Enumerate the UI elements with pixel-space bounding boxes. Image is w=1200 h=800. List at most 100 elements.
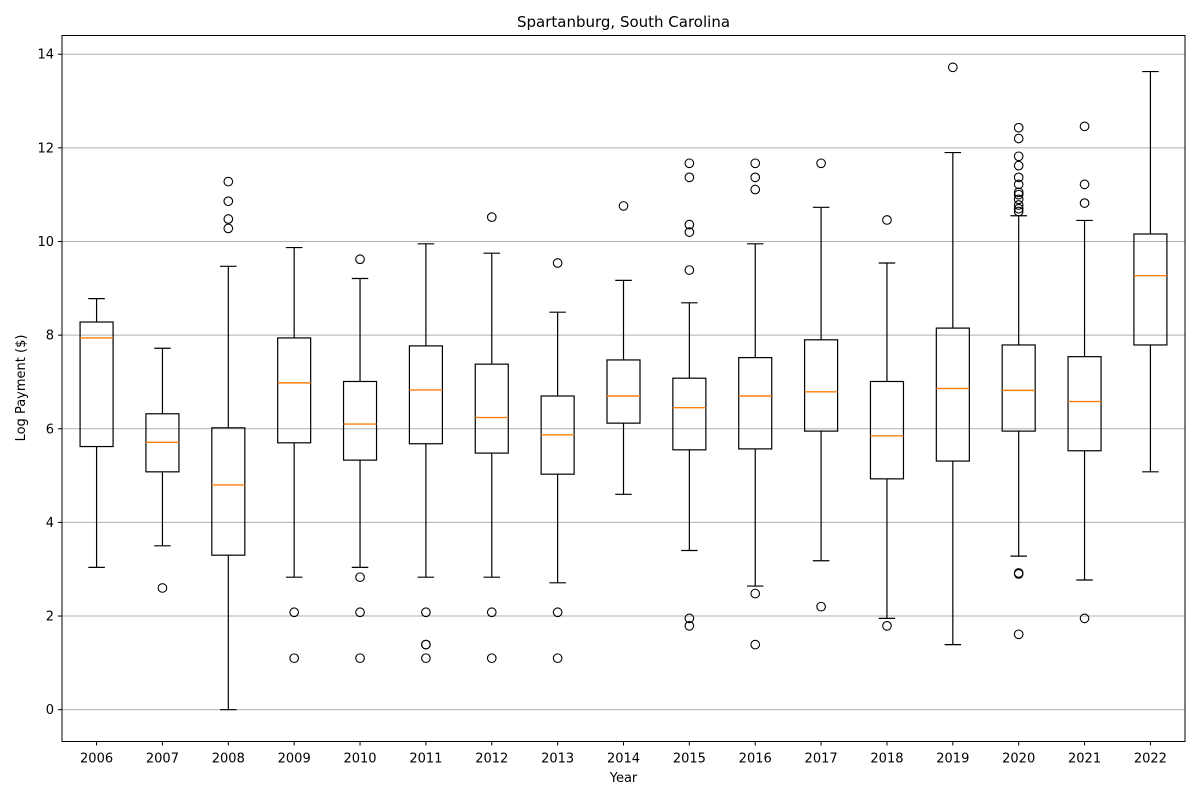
- flier-2012-2: [486, 653, 497, 664]
- box-2016: [738, 158, 773, 650]
- flier-2010-1: [355, 572, 365, 583]
- flier-2020-5: [1013, 187, 1024, 198]
- box-2007: [145, 347, 180, 593]
- flier-2020-8: [1013, 160, 1024, 171]
- flier-2009-0: [289, 607, 300, 618]
- flier-2015-3: [684, 172, 695, 183]
- box-2011: [408, 243, 444, 664]
- box-body-2022: [1133, 233, 1168, 346]
- flier-2020-10: [1013, 133, 1024, 144]
- x-tick-label-2008: 2008: [212, 752, 245, 767]
- x-tick-label-2020: 2020: [1002, 752, 1035, 767]
- plot-frame: [61, 35, 1186, 742]
- y-tick-label-8: 8: [46, 329, 54, 344]
- x-tick-label-2015: 2015: [673, 752, 706, 767]
- flier-2017-1: [816, 601, 826, 612]
- box-body-2012: [474, 363, 509, 454]
- y-axis: 0 2 4 6 8 10 12 14: [37, 48, 62, 718]
- flier-2021-2: [1079, 121, 1090, 132]
- box-2012: [474, 212, 509, 664]
- x-tick-label-2019: 2019: [936, 752, 969, 767]
- flier-2010-0: [355, 254, 365, 265]
- x-tick-label-2014: 2014: [607, 752, 640, 767]
- box-2008: [211, 176, 246, 711]
- flier-2012-0: [486, 212, 497, 222]
- box-body-2015: [672, 377, 707, 451]
- x-tick-label-2011: 2011: [409, 752, 442, 767]
- flier-2013-2: [552, 653, 563, 664]
- box-body-2014: [606, 359, 641, 424]
- flier-2011-3: [421, 653, 431, 664]
- flier-2008-2: [223, 196, 234, 207]
- flier-2015-2: [684, 219, 695, 230]
- flier-2015-4: [684, 158, 695, 169]
- flier-2008-0: [223, 223, 234, 234]
- box-body-2019: [935, 327, 970, 462]
- y-tick-label-10: 10: [37, 235, 54, 250]
- flier-2013-0: [552, 258, 563, 268]
- x-tick-label-2017: 2017: [805, 752, 838, 767]
- x-tick-label-2016: 2016: [739, 752, 772, 767]
- flier-2015-0: [684, 265, 695, 275]
- flier-2016-1: [750, 172, 761, 183]
- x-tick-label-2018: 2018: [870, 752, 903, 767]
- box-2022: [1133, 70, 1168, 473]
- x-axis: 2006 2007 2008 2009 2010 2011 2012 2013 2014 2015…: [80, 741, 1167, 767]
- box-body-2011: [408, 345, 444, 445]
- x-tick-label-2009: 2009: [278, 752, 311, 767]
- flier-2014-0: [618, 201, 629, 211]
- flier-2020-7: [1013, 172, 1024, 183]
- box-body-2020: [1001, 344, 1036, 432]
- flier-2007-0: [157, 583, 168, 593]
- flier-2008-3: [223, 176, 234, 187]
- flier-2020-0: [1013, 206, 1024, 217]
- flier-2021-1: [1079, 179, 1090, 190]
- flier-2020-1: [1013, 203, 1024, 214]
- flier-2011-0: [421, 607, 431, 618]
- box-2015: [672, 158, 707, 631]
- x-tick-label-2013: 2013: [541, 752, 574, 767]
- flier-2012-1: [486, 607, 497, 618]
- flier-2015-1: [684, 227, 695, 237]
- x-tick-label-2010: 2010: [343, 752, 376, 767]
- flier-2021-3: [1079, 613, 1090, 624]
- flier-2011-2: [421, 639, 431, 650]
- box-2013: [540, 258, 575, 664]
- flier-2015-5: [684, 613, 695, 624]
- flier-2020-3: [1013, 194, 1024, 205]
- box-body-2010: [342, 380, 378, 461]
- y-tick-label-2: 2: [46, 610, 54, 625]
- y-axis-label: Log Payment ($): [14, 335, 29, 442]
- box-body-2009: [277, 337, 312, 444]
- box-2009: [277, 246, 312, 664]
- flier-2018-0: [882, 215, 892, 225]
- flier-2016-2: [750, 158, 761, 169]
- flier-2010-2: [355, 607, 365, 618]
- flier-2013-1: [552, 607, 563, 618]
- flier-2016-0: [750, 184, 761, 195]
- box-body-2017: [803, 339, 839, 432]
- box-2010: [342, 254, 378, 664]
- box-2019: [935, 62, 970, 646]
- flier-2020-14: [1013, 629, 1024, 640]
- y-tick-label-0: 0: [46, 703, 54, 718]
- box-2006: [79, 298, 114, 568]
- flier-2020-4: [1013, 189, 1024, 200]
- box-2020: [1001, 122, 1036, 640]
- flier-2020-13: [1013, 568, 1024, 578]
- x-tick-label-2007: 2007: [146, 752, 179, 767]
- flier-2016-3: [750, 588, 761, 599]
- flier-2020-9: [1013, 151, 1024, 162]
- x-tick-label-2006: 2006: [80, 752, 113, 767]
- flier-2019-0: [947, 62, 958, 73]
- y-tick-label-6: 6: [46, 422, 54, 437]
- x-tick-label-2022: 2022: [1134, 752, 1167, 767]
- flier-2020-2: [1013, 200, 1024, 210]
- chart-title: Spartanburg, South Carolina: [517, 13, 730, 31]
- flier-2018-1: [882, 621, 892, 631]
- flier-2017-0: [816, 158, 826, 169]
- x-tick-label-2012: 2012: [475, 752, 508, 767]
- boxes: [79, 62, 1168, 711]
- flier-2020-6: [1013, 179, 1024, 190]
